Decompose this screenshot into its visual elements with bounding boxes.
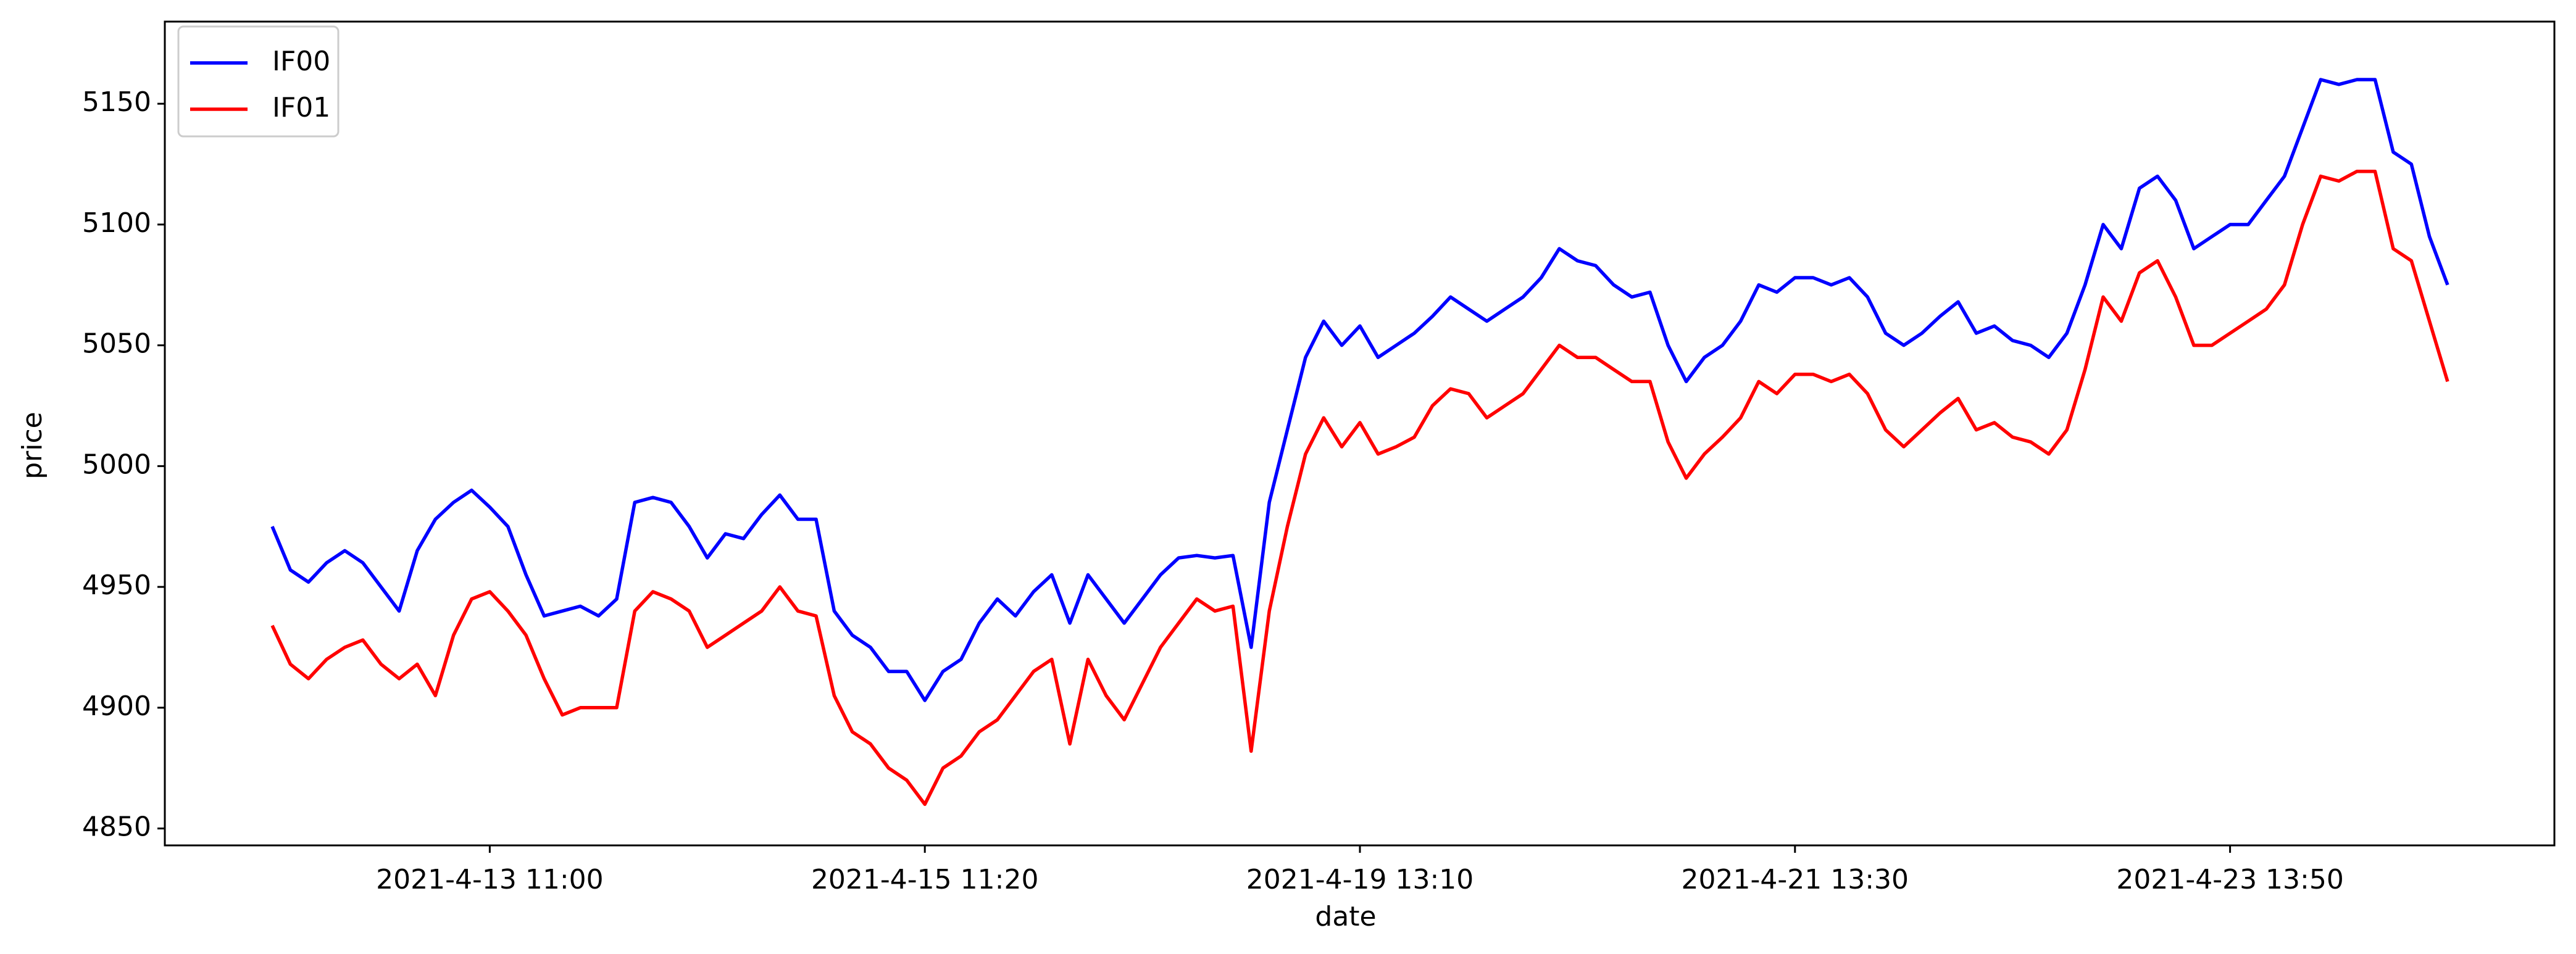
- y-tick-label: 4850: [82, 811, 151, 843]
- y-tick-label: 5050: [82, 328, 151, 360]
- y-axis-label: price: [17, 412, 48, 479]
- legend-label: IF00: [272, 46, 330, 77]
- x-tick-label: 2021-4-13 11:00: [376, 864, 604, 895]
- y-tick-label: 5150: [82, 86, 151, 118]
- line-series: [270, 78, 2449, 702]
- x-tick-label: 2021-4-23 13:50: [2116, 864, 2344, 895]
- x-tick-label: 2021-4-15 11:20: [811, 864, 1039, 895]
- y-tick-label: 5100: [82, 207, 151, 239]
- legend-label: IF01: [272, 92, 330, 123]
- x-tick-label: 2021-4-21 13:30: [1682, 864, 1909, 895]
- y-tick-label: 4950: [82, 570, 151, 601]
- x-tick-label: 2021-4-19 13:10: [1246, 864, 1474, 895]
- line-series: [270, 169, 2449, 807]
- plot-frame: [164, 20, 2556, 847]
- y-tick-label: 5000: [82, 449, 151, 480]
- y-tick-label: 4900: [82, 691, 151, 722]
- x-axis-label: date: [1315, 901, 1376, 932]
